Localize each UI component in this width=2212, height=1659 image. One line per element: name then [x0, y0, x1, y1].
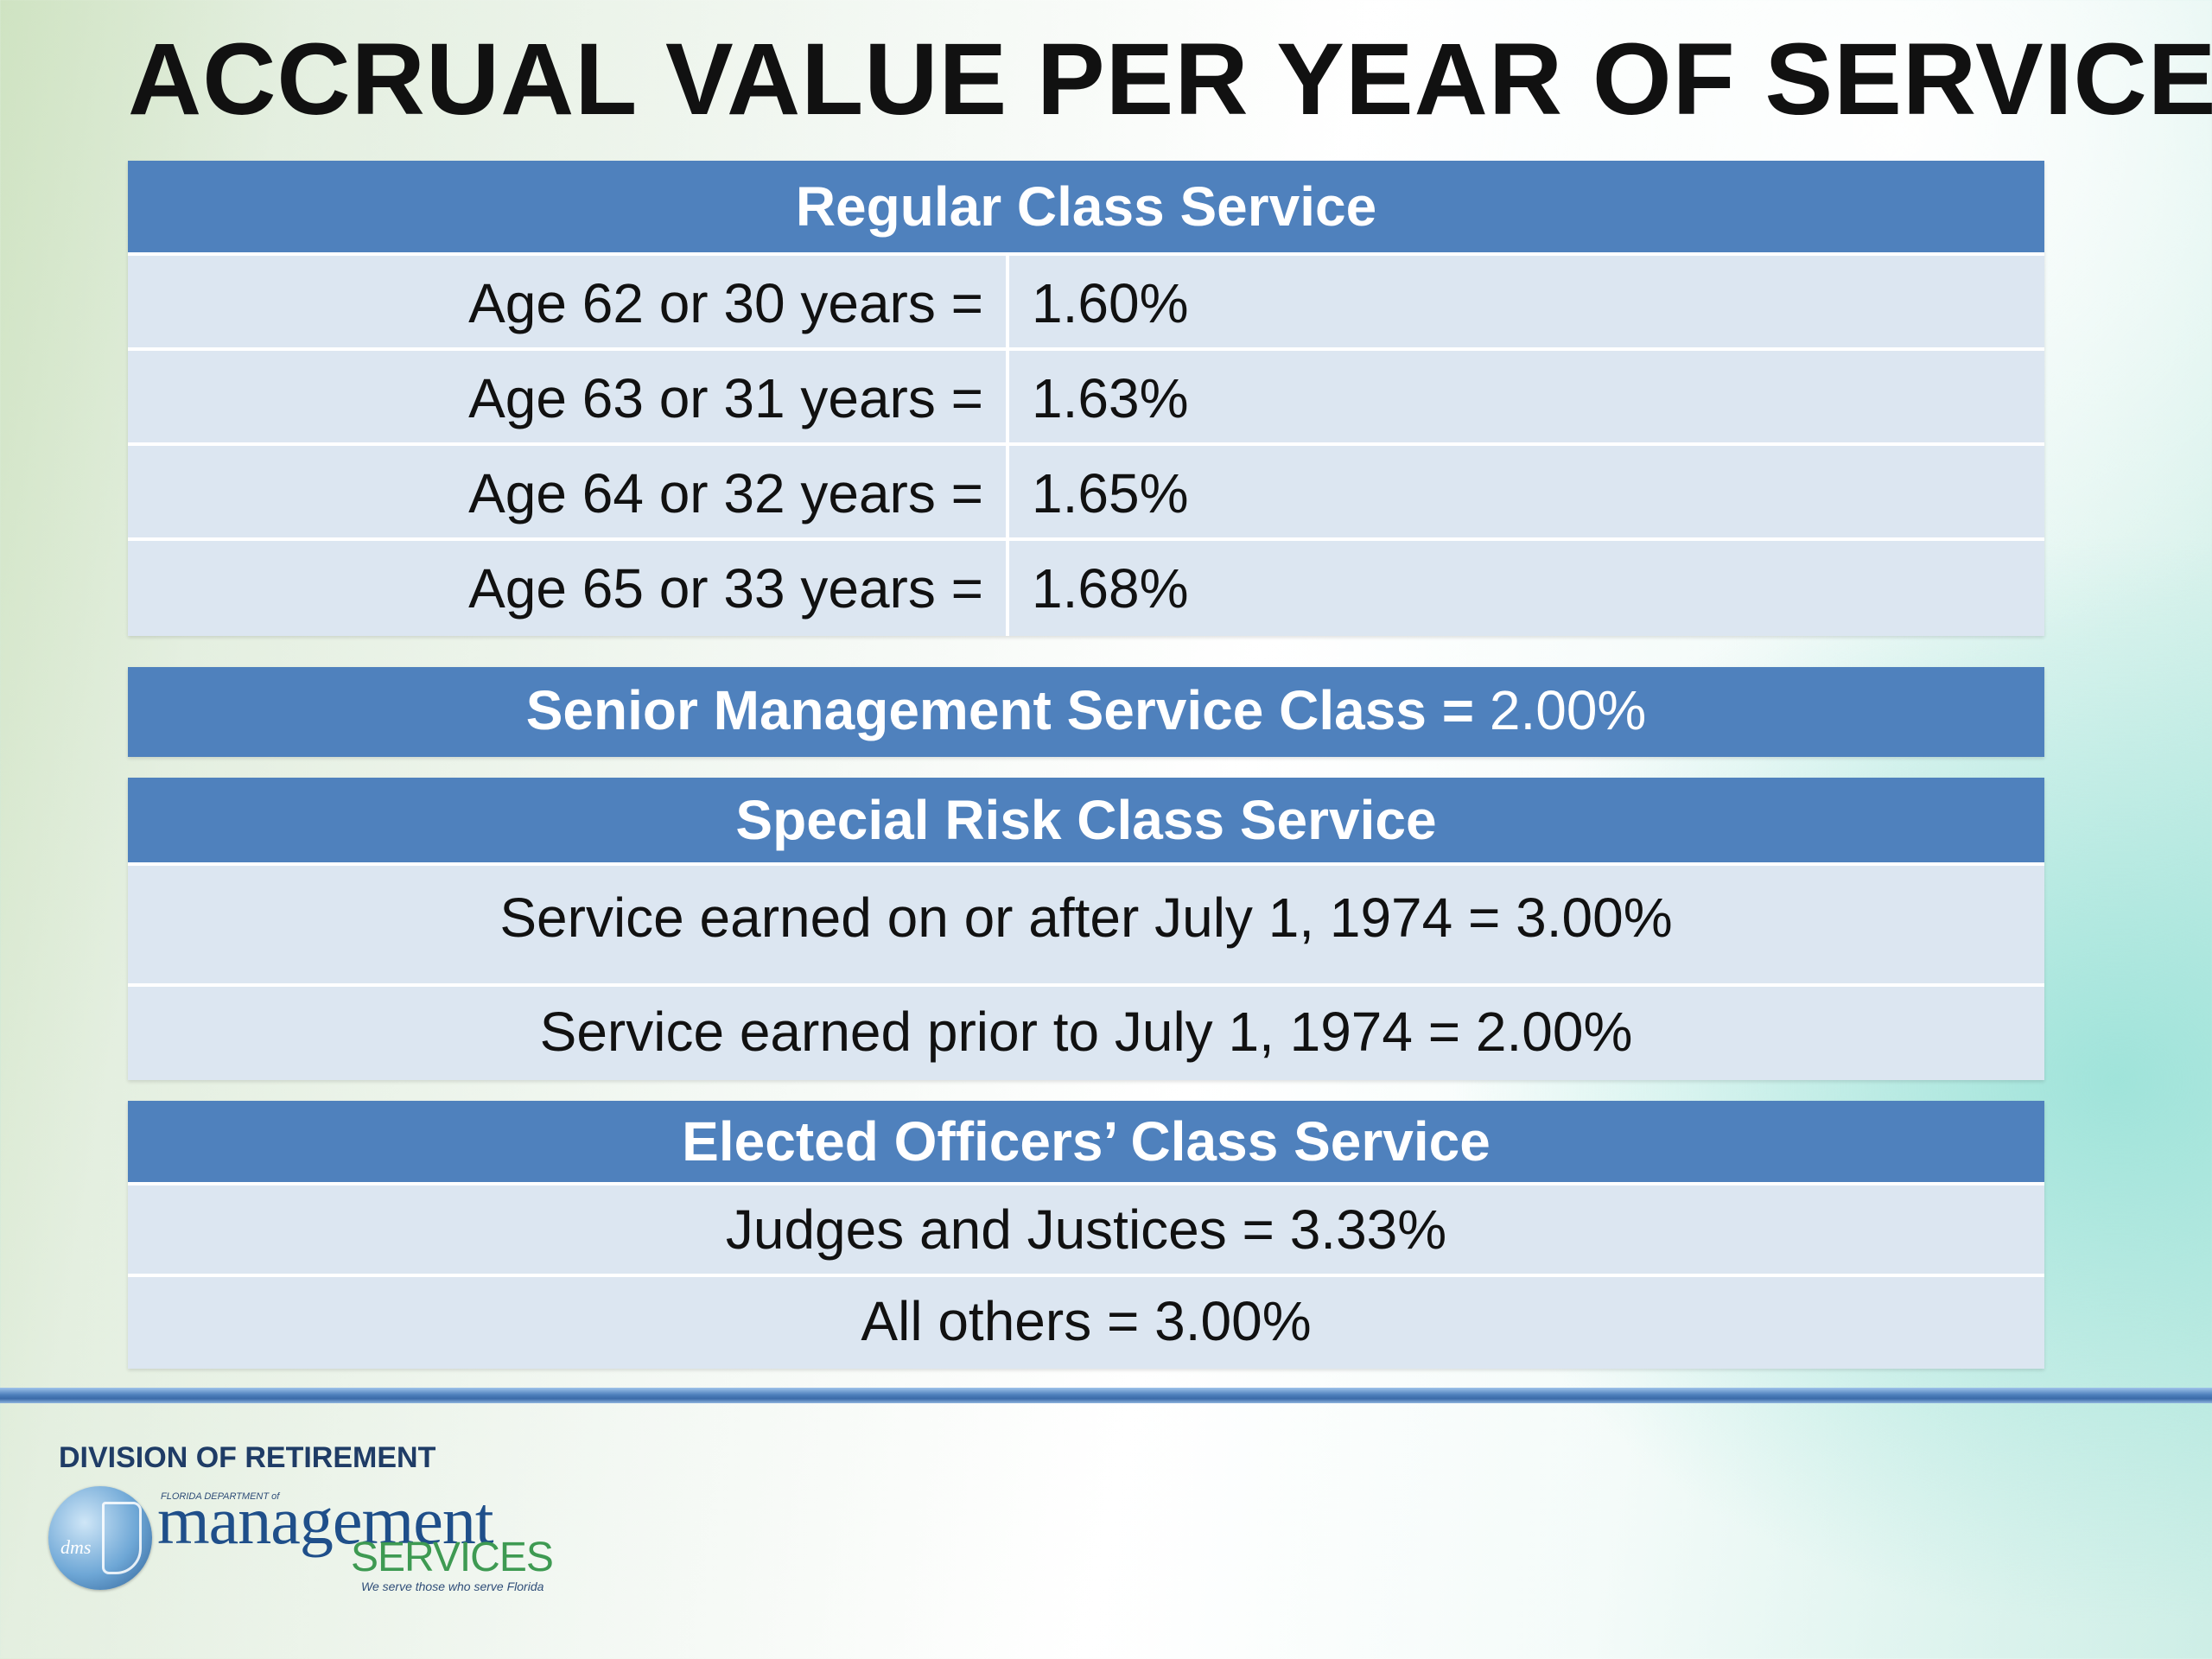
management-wordmark: management [157, 1483, 493, 1558]
department-label: FLORIDA DEPARTMENT of [161, 1491, 280, 1502]
table-row: All others = 3.00% [128, 1277, 2044, 1369]
row-value: 1.65% [1032, 462, 1189, 524]
row-value: 1.68% [1032, 557, 1189, 620]
elected-officers-header: Elected Officers’ Class Service [128, 1101, 2044, 1185]
row-value: 1.63% [1032, 367, 1189, 429]
special-risk-header: Special Risk Class Service [128, 778, 2044, 866]
regular-class-table: Regular Class Service Age 62 or 30 years… [128, 161, 2044, 636]
table-row: Service earned on or after July 1, 1974 … [128, 866, 2044, 987]
regular-class-header: Regular Class Service [128, 161, 2044, 256]
table-row: Judges and Justices = 3.33% [128, 1185, 2044, 1277]
senior-management-bar: Senior Management Service Class = 2.00% [128, 667, 2044, 757]
slide-title: ACCRUAL VALUE PER YEAR OF SERVICE [128, 22, 2212, 137]
globe-icon: dms [48, 1486, 152, 1590]
senior-management-label: Senior Management Service Class = [525, 679, 1475, 741]
table-row: Age 63 or 31 years = 1.63% [128, 351, 2044, 446]
table-row: Age 65 or 33 years = 1.68% [128, 541, 2044, 636]
logo-tagline: We serve those who serve Florida [361, 1580, 544, 1593]
row-label: Age 62 or 30 years = [128, 256, 1009, 347]
row-value: 1.60% [1032, 272, 1189, 334]
footer-divider [0, 1388, 2212, 1403]
senior-management-value: 2.00% [1489, 679, 1647, 741]
table-row: Age 64 or 32 years = 1.65% [128, 446, 2044, 541]
globe-label: dms [60, 1536, 92, 1558]
table-row: Service earned prior to July 1, 1974 = 2… [128, 987, 2044, 1080]
row-label: Age 65 or 33 years = [128, 541, 1009, 636]
row-label: Age 64 or 32 years = [128, 446, 1009, 537]
division-label: DIVISION OF RETIREMENT [59, 1441, 436, 1474]
row-label: Age 63 or 31 years = [128, 351, 1009, 442]
elected-officers-table: Elected Officers’ Class Service Judges a… [128, 1101, 2044, 1369]
services-wordmark: SERVICES [351, 1535, 554, 1580]
table-row: Age 62 or 30 years = 1.60% [128, 256, 2044, 351]
senior-management-header: Senior Management Service Class = 2.00% [128, 667, 2044, 757]
dms-logo: DIVISION OF RETIREMENT dms FLORIDA DEPAR… [48, 1441, 601, 1605]
florida-shape-icon [102, 1502, 142, 1574]
special-risk-table: Special Risk Class Service Service earne… [128, 778, 2044, 1080]
